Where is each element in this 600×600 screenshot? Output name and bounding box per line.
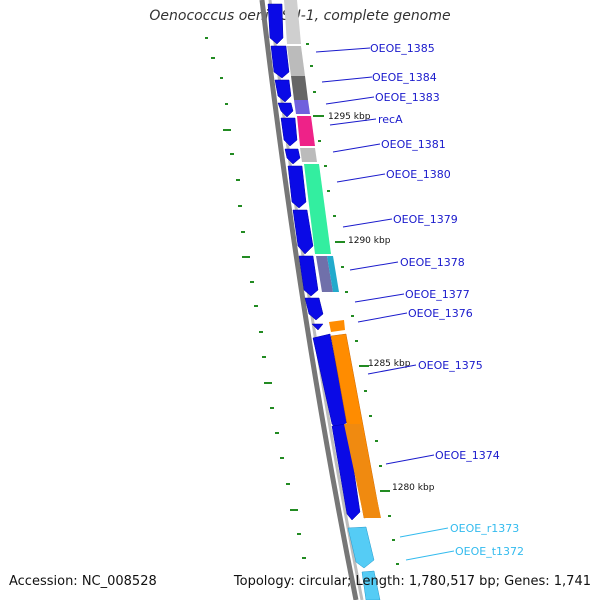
accession-text: Accession: NC_008528 [9, 574, 157, 589]
cog-segment [304, 164, 331, 254]
gene-label: OEOE_r1373 [450, 522, 519, 535]
label-connector [354, 293, 405, 303]
label-connector [325, 96, 375, 105]
label-connector [342, 218, 393, 228]
label-connector [385, 454, 435, 465]
gene-labels: OEOE_1385 OEOE_1384 OEOE_1383 recA OEOE_… [370, 42, 524, 558]
label-connector [329, 118, 377, 126]
cog-segment [327, 256, 339, 292]
label-connector [349, 261, 399, 271]
cds-arrow [274, 79, 292, 103]
label-connector [357, 312, 408, 323]
rrna-arrow [347, 526, 375, 569]
cog-segment [344, 424, 381, 518]
cog-segment [287, 46, 305, 76]
gene-label: OEOE_t1372 [455, 545, 524, 558]
genome-summary: Topology: circular; Length: 1,780,517 bp… [233, 574, 591, 589]
gene-label: OEOE_1384 [372, 71, 437, 84]
rna-track [347, 526, 381, 600]
cog-segment [294, 100, 310, 114]
cog-segment [291, 76, 308, 100]
cds-arrow [280, 117, 298, 147]
cds-arrow [277, 102, 294, 118]
gene-label: OEOE_1380 [386, 168, 451, 181]
kbp-label: 1280 kbp [392, 483, 435, 493]
gene-label: OEOE_1379 [393, 213, 458, 226]
cog-track [284, 0, 381, 519]
cds-arrow [270, 45, 290, 79]
cds-arrow [292, 209, 314, 255]
kbp-labels: 1295 kbp 1290 kbp 1285 kbp 1280 kbp [328, 112, 435, 493]
kbp-label: 1295 kbp [328, 112, 371, 122]
cds-track [267, 3, 361, 521]
gene-label: OEOE_1374 [435, 449, 500, 462]
gc-track [205, 37, 306, 559]
kbp-label: 1285 kbp [368, 359, 411, 369]
cds-arrow [311, 323, 324, 331]
label-connector [332, 143, 381, 153]
label-connector [405, 550, 455, 561]
gene-label: OEOE_1381 [381, 138, 446, 151]
gene-label: OEOE_1383 [375, 91, 440, 104]
trna-block [361, 570, 381, 600]
label-connector [315, 47, 371, 53]
gene-label: OEOE_1377 [405, 288, 470, 301]
outer-ticks [306, 43, 399, 565]
cds-arrow [267, 3, 284, 45]
label-connectors [315, 47, 455, 561]
label-connector [399, 527, 449, 538]
cog-segment [329, 320, 345, 332]
cog-segment [316, 256, 333, 292]
cds-arrow [298, 255, 319, 297]
cds-arrow [287, 165, 307, 209]
gene-label: OEOE_1375 [418, 359, 483, 372]
gene-label: OEOE_1376 [408, 307, 473, 320]
gene-label: OEOE_1385 [370, 42, 435, 55]
kbp-label: 1290 kbp [348, 236, 391, 246]
label-connector [321, 76, 373, 83]
label-connector [336, 173, 386, 183]
gene-label: OEOE_1378 [400, 256, 465, 269]
cog-segment [300, 148, 317, 162]
cds-arrow [304, 297, 324, 321]
map-title: Oenococcus oeni PSU-1, complete genome [149, 8, 451, 24]
gene-label: recA [378, 113, 403, 126]
cog-segment [297, 116, 315, 146]
cog-segment [284, 0, 301, 44]
cds-arrow [284, 148, 301, 165]
backbone-ring [259, 0, 359, 600]
label-connector [367, 364, 417, 375]
